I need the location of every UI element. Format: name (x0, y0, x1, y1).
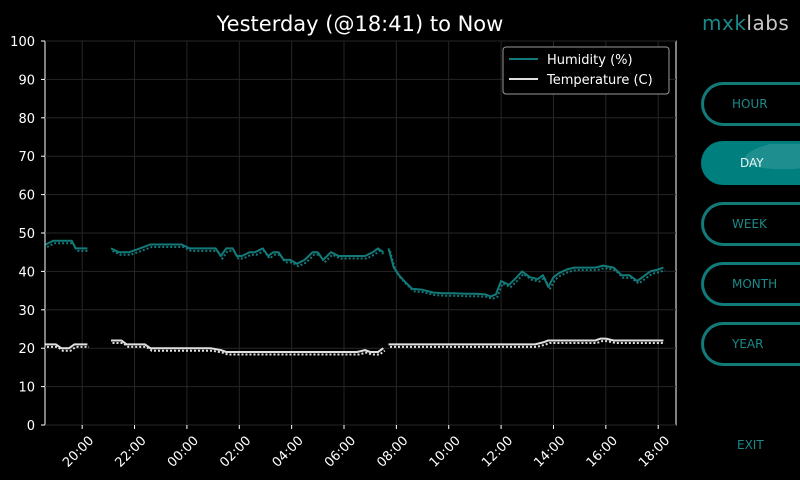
y-tick-label: 40 (18, 265, 35, 280)
year-button[interactable]: YEAR (701, 322, 800, 366)
humidity-line (110, 243, 384, 265)
temperature-min-line (47, 345, 89, 352)
x-tick-label: 16:00 (584, 433, 621, 470)
humidity-min-line (112, 246, 386, 268)
x-tick-label: 10:00 (427, 433, 464, 470)
y-tick-label: 50 (18, 227, 35, 242)
temperature-line (45, 343, 88, 350)
y-tick-label: 100 (10, 35, 35, 50)
x-tick-label: 00:00 (165, 433, 202, 470)
humidity-min-line (46, 242, 89, 252)
x-tick-label: 20:00 (60, 433, 97, 470)
chart-title: Yesterday (@18:41) to Now (216, 12, 504, 36)
y-tick-label: 10 (18, 381, 35, 396)
y-tick-label: 80 (18, 112, 35, 127)
day-button[interactable]: DAY (701, 141, 800, 185)
brand-logo: mxklabs (702, 11, 789, 35)
month-button-label: MONTH (732, 277, 778, 291)
x-tick-label: 14:00 (531, 433, 568, 470)
series-lines (45, 239, 666, 356)
y-tick-label: 30 (18, 304, 35, 319)
week-button[interactable]: WEEK (701, 202, 800, 246)
x-tick-label: 22:00 (112, 433, 149, 470)
temperature-min-line (390, 340, 665, 348)
week-button-label: WEEK (732, 217, 767, 231)
humidity-line (45, 239, 88, 250)
day-button-label: DAY (740, 156, 764, 170)
brand-logo-part1: mxk (702, 11, 747, 35)
month-button[interactable]: MONTH (701, 262, 800, 306)
legend-humidity-label: Humidity (%) (547, 53, 633, 68)
legend: Humidity (%) Temperature (C) (502, 46, 670, 95)
temperature-line (388, 337, 664, 346)
y-tick-label: 20 (18, 342, 35, 357)
y-axis: 0 10 20 30 40 50 60 70 80 90 100 (10, 35, 45, 434)
x-tick-label: 08:00 (374, 433, 411, 470)
temperature-min-line (112, 342, 386, 356)
y-tick-label: 0 (27, 419, 35, 434)
x-tick-label: 18:00 (636, 433, 673, 470)
x-axis: 20:00 22:00 00:00 02:00 04:00 06:00 08:00 10:00… (60, 425, 673, 471)
humidity-min-line (389, 250, 666, 300)
legend-box (502, 46, 670, 95)
y-tick-label: 90 (18, 73, 35, 88)
y-tick-label: 70 (18, 150, 35, 165)
year-button-label: YEAR (732, 337, 764, 351)
x-tick-label: 06:00 (322, 433, 359, 470)
brand-logo-part2: labs (746, 11, 790, 35)
grid-lines (45, 40, 676, 426)
x-tick-label: 02:00 (217, 433, 254, 470)
x-tick-label: 12:00 (479, 433, 516, 470)
x-tick-label: 04:00 (270, 433, 307, 470)
temperature-line (111, 339, 384, 353)
legend-temperature-label: Temperature (C) (546, 73, 653, 88)
y-tick-label: 60 (18, 189, 35, 204)
hour-button[interactable]: HOUR (701, 82, 800, 126)
humidity-line (387, 248, 664, 298)
hour-button-label: HOUR (732, 97, 768, 111)
exit-button[interactable]: EXIT (737, 438, 764, 452)
